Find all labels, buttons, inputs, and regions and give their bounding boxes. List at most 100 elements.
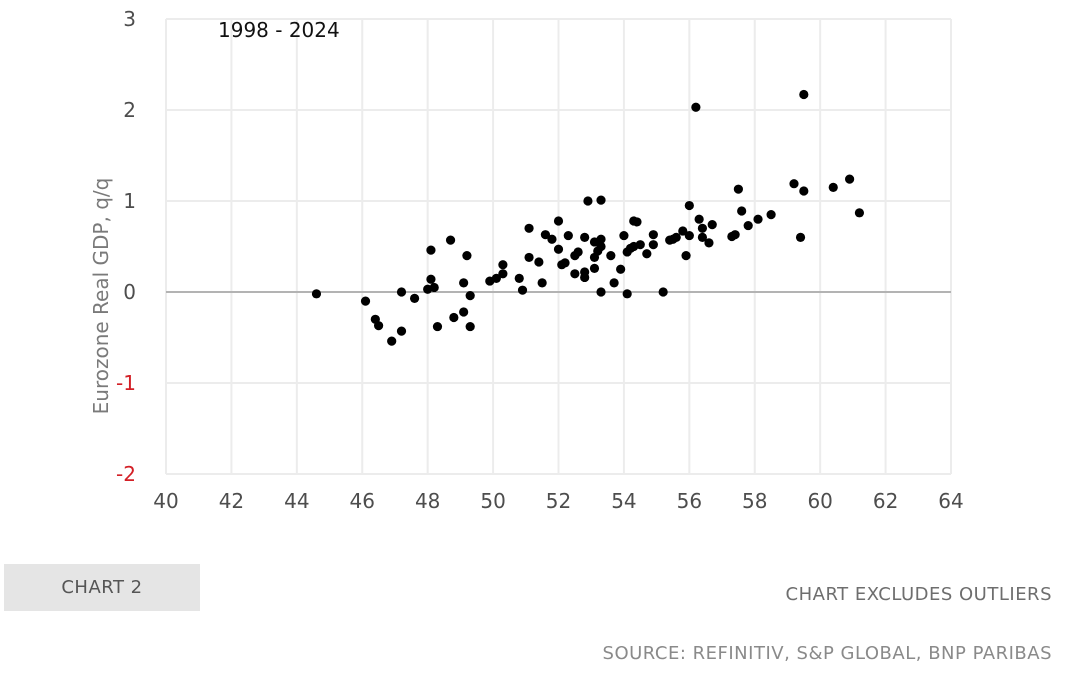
data-point [445, 235, 456, 245]
data-point [684, 230, 694, 241]
x-tick-label: 56 [677, 489, 702, 513]
data-point [465, 291, 475, 301]
x-tick-label: 64 [938, 489, 963, 513]
data-point [684, 200, 694, 211]
exclusion-note: CHART EXCLUDES OUTLIERS [785, 584, 1052, 605]
data-points [311, 89, 865, 346]
data-point [635, 240, 645, 250]
data-point [573, 247, 583, 257]
data-point [524, 252, 534, 263]
data-point [743, 220, 753, 231]
data-point [730, 230, 740, 240]
data-point [733, 184, 743, 194]
data-point [459, 278, 469, 288]
data-point [498, 269, 508, 279]
data-point [619, 230, 629, 241]
x-tick-label: 54 [611, 489, 636, 513]
data-point [553, 244, 564, 254]
data-point [449, 312, 459, 323]
data-point [681, 251, 691, 261]
data-point [596, 287, 606, 297]
data-point [462, 251, 472, 261]
data-point [524, 223, 534, 233]
x-tick-label: 40 [153, 489, 178, 513]
y-tick-label: 0 [123, 280, 136, 304]
source-note: SOURCE: REFINITIV, S&P GLOBAL, BNP PARIB… [602, 643, 1052, 664]
data-point [632, 217, 642, 227]
x-tick-label: 52 [546, 489, 571, 513]
chart-number-tag: CHART 2 [4, 564, 200, 611]
data-point [517, 285, 528, 295]
y-tick-label: -1 [116, 371, 136, 395]
data-point [409, 293, 420, 303]
data-point [596, 195, 606, 205]
y-tick-label: -2 [116, 462, 136, 486]
data-point [658, 287, 668, 297]
x-tick-label: 60 [807, 489, 832, 513]
data-point [596, 234, 606, 244]
data-point [799, 89, 809, 100]
data-point [854, 208, 865, 218]
data-point [311, 289, 322, 299]
period-annotation: 1998 - 2024 [218, 18, 340, 42]
data-point [609, 278, 619, 288]
gridlines [165, 18, 952, 475]
data-point [514, 273, 524, 283]
data-point [691, 102, 701, 112]
data-point [560, 258, 570, 268]
data-point [459, 307, 469, 317]
y-tick-label: 2 [123, 98, 136, 122]
data-point [648, 230, 658, 240]
data-point [553, 216, 564, 226]
data-point [540, 230, 551, 240]
data-point [845, 174, 855, 184]
data-point [426, 245, 436, 255]
x-axis-ticks: 40 42 44 46 48 50 52 54 56 58 60 62 64 [153, 489, 963, 513]
data-point [795, 232, 806, 242]
data-point [616, 264, 626, 274]
data-point [387, 336, 397, 346]
data-point [432, 321, 443, 332]
data-point [753, 214, 763, 224]
data-point [596, 241, 606, 252]
data-point [648, 240, 658, 250]
data-point [671, 232, 681, 242]
data-point [580, 232, 590, 242]
data-point [426, 274, 436, 284]
scatter-chart: 3 2 1 0 -1 -2 40 42 44 46 48 50 52 54 56 58 60 62 64 1998… [89, 7, 964, 513]
data-point [537, 278, 547, 288]
data-point [694, 214, 704, 224]
x-tick-label: 42 [219, 489, 244, 513]
data-point [622, 289, 632, 299]
data-point [642, 249, 652, 259]
data-point [360, 296, 371, 306]
y-axis-label: Eurozone Real GDP, q/q [89, 178, 113, 415]
data-point [799, 186, 809, 196]
data-point [580, 272, 590, 283]
x-tick-label: 48 [415, 489, 440, 513]
data-point [828, 182, 838, 192]
data-point [570, 269, 580, 279]
data-point [789, 179, 799, 189]
data-point [465, 321, 475, 332]
data-point [534, 257, 544, 267]
x-tick-label: 58 [742, 489, 767, 513]
data-point [766, 210, 776, 220]
data-point [697, 232, 708, 242]
data-point [396, 326, 407, 336]
x-tick-label: 44 [284, 489, 309, 513]
x-tick-label: 50 [480, 489, 505, 513]
data-point [429, 282, 439, 293]
y-tick-label: 1 [123, 189, 136, 213]
data-point [563, 230, 573, 241]
data-point [396, 287, 407, 297]
data-point [737, 206, 747, 216]
data-point [704, 238, 714, 248]
x-tick-label: 62 [873, 489, 898, 513]
data-point [547, 234, 557, 244]
data-point [498, 260, 508, 270]
data-point [697, 223, 708, 233]
data-point [589, 263, 600, 273]
data-point [374, 321, 384, 331]
y-tick-label: 3 [123, 7, 136, 31]
